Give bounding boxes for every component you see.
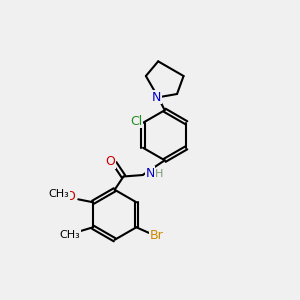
- Text: O: O: [65, 190, 75, 203]
- Text: Br: Br: [150, 229, 164, 242]
- Text: Cl: Cl: [130, 115, 143, 128]
- Text: CH₃: CH₃: [60, 230, 80, 240]
- Text: N: N: [145, 167, 155, 180]
- Text: O: O: [105, 155, 115, 168]
- Text: H: H: [154, 169, 163, 178]
- Text: N: N: [152, 91, 161, 104]
- Text: CH₃: CH₃: [49, 189, 70, 199]
